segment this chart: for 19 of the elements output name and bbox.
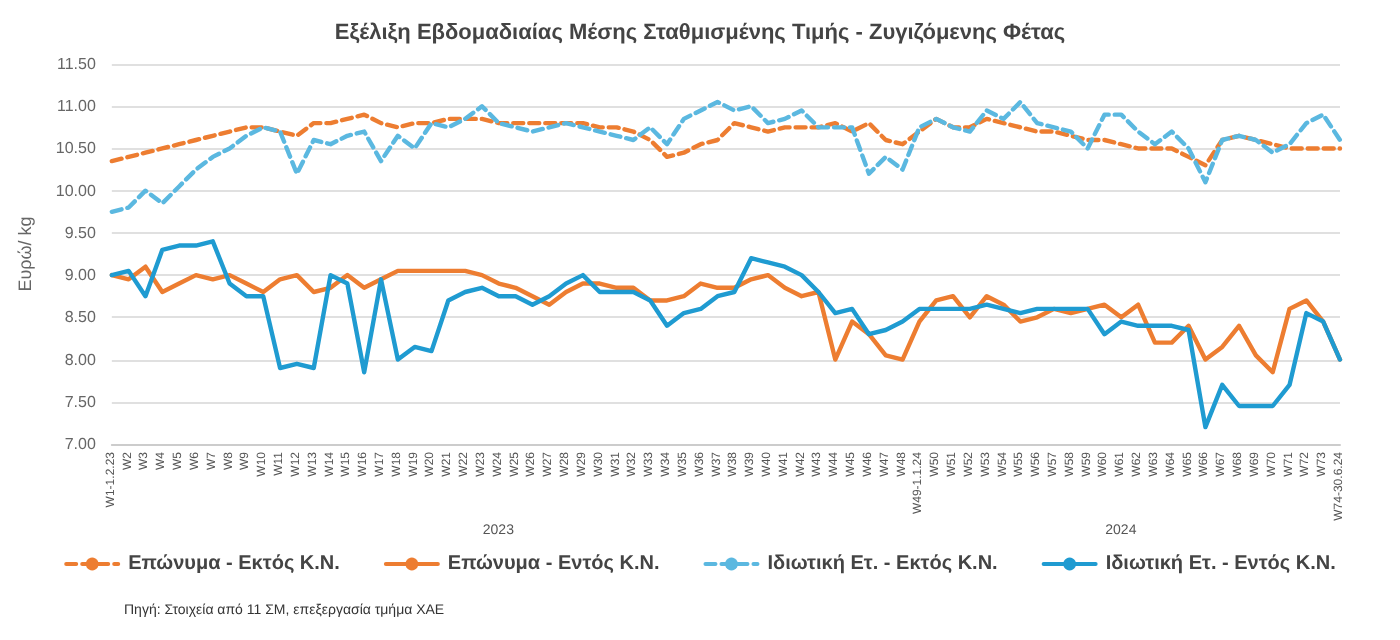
y-tick-label: 8.50	[64, 308, 97, 327]
y-tick-label: 11.00	[56, 97, 97, 116]
y-tick-label: 9.00	[64, 266, 97, 285]
line-series	[109, 112, 1343, 168]
legend-label: Ιδιωτική Ετ. - Εντός Κ.Ν.	[1105, 553, 1337, 575]
y-tick-label: 11.50	[56, 55, 97, 73]
y-tick-label: 8.00	[64, 350, 97, 369]
legend-label: Επώνυμα - Εκτός Κ.Ν.	[128, 553, 341, 575]
y-tick-label: 7.50	[64, 392, 97, 411]
y-tick-label: 10.00	[55, 181, 97, 200]
y-tick-label: 10.50	[55, 139, 97, 158]
line-series	[109, 239, 1343, 430]
legend-label: Ιδιωτική Ετ. - Εκτός Κ.Ν.	[767, 553, 999, 575]
line-series	[109, 99, 1343, 214]
y-tick-label: 9.50	[64, 223, 97, 242]
legend-label: Επώνυμα - Εντός Κ.Ν.	[447, 553, 660, 575]
y-axis-title: Ευρώ/ kg	[15, 216, 35, 292]
y-tick-label: 7.00	[64, 435, 97, 453]
chart-title: Εξέλιξη Εβδομαδιαίας Μέσης Σταθμισμένης Τιμής - Ζυγιζόμενης Φέτας	[334, 21, 1066, 45]
